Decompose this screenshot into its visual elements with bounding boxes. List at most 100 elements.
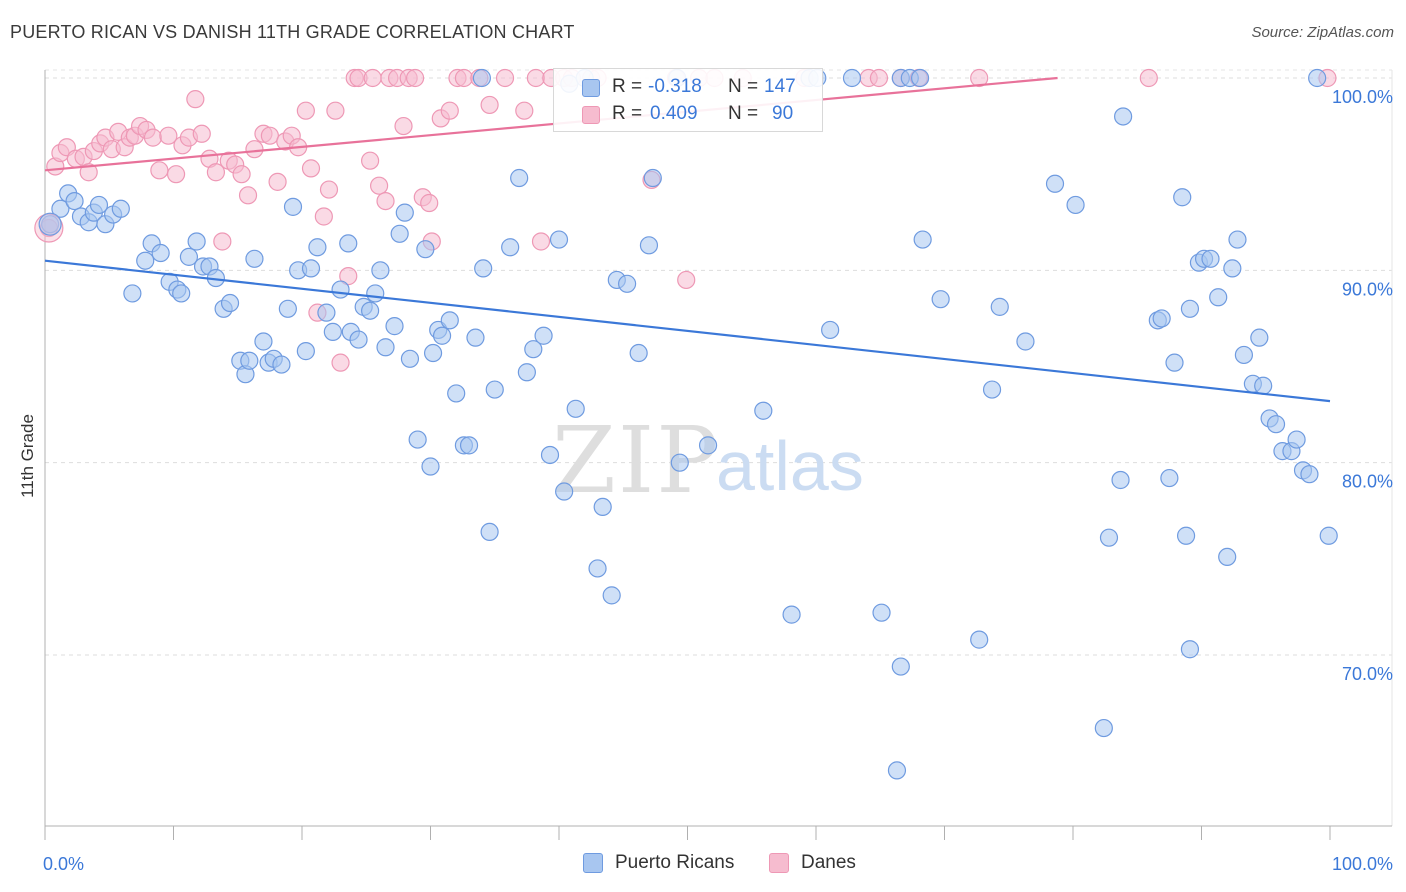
puerto-rican-point [1319, 526, 1338, 545]
legend-n-label: N = [728, 76, 759, 97]
puerto-rican-point [501, 238, 520, 257]
puerto-rican-point [1099, 528, 1119, 547]
legend-r-value: -0.318 [648, 76, 702, 97]
trend-layer [44, 76, 1331, 403]
legend-n-value: 147 [764, 76, 796, 97]
puerto-rican-point [296, 342, 315, 361]
puerto-rican-point [931, 290, 950, 309]
puerto-rican-point [179, 247, 199, 266]
puerto-rican-point [639, 236, 659, 255]
legend-swatch-pink [582, 106, 600, 124]
puerto-rican-point [323, 322, 342, 341]
puerto-rican-point [1152, 309, 1171, 328]
legend-label-danes: Danes [801, 852, 856, 873]
puerto-rican-point [842, 68, 862, 88]
puerto-rican-point [136, 251, 155, 270]
dane-point [326, 101, 345, 120]
puerto-rican-point [466, 328, 485, 347]
dane-point [192, 124, 211, 143]
puerto-rican-point [395, 203, 414, 222]
puerto-rican-point [782, 605, 801, 624]
puerto-rican-point [283, 197, 303, 216]
axis-layer [44, 70, 1392, 840]
legend-swatch-pink [769, 853, 789, 873]
y-tick-label: 90.0% [1342, 279, 1393, 299]
puerto-rican-point [254, 332, 273, 351]
puerto-rican-point [331, 280, 350, 299]
puerto-ricans-trend-line [44, 259, 1331, 403]
puerto-rican-point [1223, 259, 1242, 278]
dane-point [245, 140, 264, 159]
puerto-rican-point [440, 311, 459, 330]
puerto-rican-point [89, 195, 109, 215]
puerto-rican-point [123, 284, 142, 303]
y-axis-label: 11th Grade [18, 414, 37, 498]
x-tick-label: 0.0% [43, 854, 84, 874]
puerto-rican-point [474, 259, 493, 278]
puerto-rican-point [111, 199, 130, 218]
puerto-rican-point [408, 430, 427, 449]
puerto-rican-point [1234, 345, 1254, 365]
legend-swatch-blue [582, 79, 600, 97]
dane-point [206, 163, 226, 182]
dane-point [370, 176, 389, 195]
dane-point [363, 68, 382, 88]
puerto-rican-point [593, 497, 612, 517]
dane-point [268, 172, 287, 191]
dane-point [213, 232, 232, 251]
puerto-rican-point [970, 630, 989, 649]
puerto-rican-point [1228, 230, 1247, 249]
puerto-rican-point [602, 586, 621, 605]
legend-swatch-blue [583, 853, 603, 873]
dane-point [79, 163, 98, 182]
dane-point [331, 353, 350, 372]
puerto-rican-point [754, 401, 773, 420]
puerto-rican-point [366, 284, 385, 303]
dane-point [970, 68, 989, 88]
watermark-zip: ZIP [552, 407, 720, 514]
dane-point [531, 232, 551, 251]
puerto-rican-point [480, 522, 499, 542]
puerto-rican-point [1287, 430, 1306, 449]
dane-point [376, 191, 395, 211]
puerto-rican-point [421, 457, 440, 476]
puerto-rican-point [524, 340, 543, 359]
puerto-rican-point [447, 384, 466, 403]
danes-trend-line [44, 76, 1058, 172]
puerto-rican-point [891, 657, 910, 676]
puerto-rican-point [1173, 188, 1192, 207]
dane-point [232, 165, 251, 184]
dane-point [495, 68, 515, 88]
dane-point [526, 68, 545, 88]
puerto-rican-point [1266, 415, 1286, 434]
puerto-rican-point [349, 330, 368, 349]
puerto-rican-point [982, 380, 1002, 399]
puerto-rican-point [1045, 174, 1065, 193]
puerto-rican-point [1111, 470, 1130, 490]
dane-point [339, 267, 358, 286]
legend-r-label: R = [612, 103, 643, 124]
dane-point [515, 101, 534, 120]
puerto-rican-point [187, 232, 206, 251]
puerto-rican-point [390, 224, 409, 243]
puerto-rican-point [643, 168, 662, 188]
puerto-rican-point [913, 230, 932, 249]
x-tick-label: 100.0% [1332, 854, 1393, 874]
puerto-rican-point [339, 234, 358, 253]
puerto-rican-point [245, 249, 264, 268]
puerto-rican-point [361, 301, 380, 320]
puerto-rican-point [540, 445, 560, 465]
puerto-rican-point [172, 284, 191, 303]
y-tick-label: 80.0% [1342, 472, 1393, 492]
puerto-rican-point [400, 349, 420, 368]
puerto-rican-point [821, 320, 840, 340]
labels-layer: 100.0% 90.0% 80.0% 70.0% 0.0% 100.0% [43, 87, 1393, 874]
puerto-rican-point [1016, 332, 1035, 351]
dane-point [361, 151, 380, 170]
puerto-rican-point [1176, 526, 1196, 545]
legend-r-label: R = [612, 76, 643, 97]
chart-title: PUERTO RICAN VS DANISH 11TH GRADE CORREL… [10, 22, 575, 42]
puerto-rican-point [1250, 328, 1269, 347]
dane-point [319, 180, 339, 199]
puerto-rican-point [423, 343, 443, 363]
